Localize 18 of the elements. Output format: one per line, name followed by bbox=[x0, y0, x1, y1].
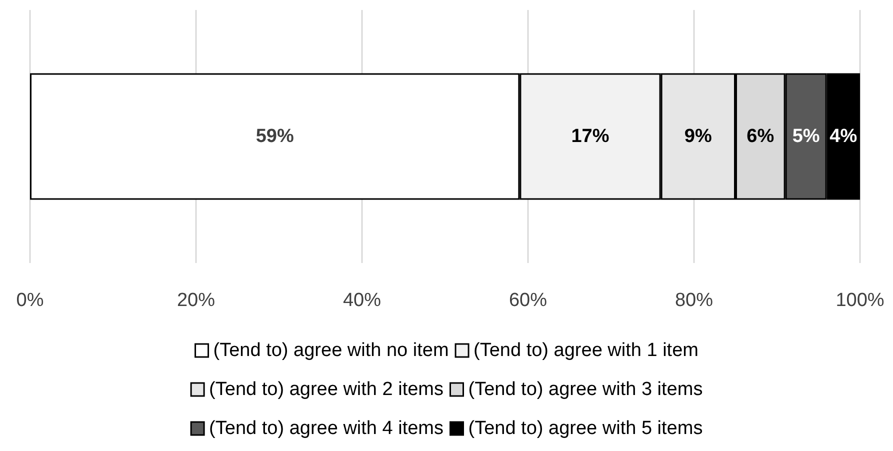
x-tick-label: 20% bbox=[176, 290, 216, 311]
data-label: 59% bbox=[256, 126, 294, 147]
x-tick-label: 60% bbox=[508, 290, 548, 311]
x-tick-label: 80% bbox=[674, 290, 714, 311]
x-tick-label: 100% bbox=[836, 290, 884, 311]
legend-label: (Tend to) agree with 5 items bbox=[468, 418, 703, 439]
legend-label: (Tend to) agree with 3 items bbox=[468, 379, 703, 400]
legend-label: (Tend to) agree with no item bbox=[213, 340, 449, 361]
legend-label: (Tend to) agree with 4 items bbox=[209, 418, 444, 439]
legend-label: (Tend to) agree with 2 items bbox=[209, 379, 444, 400]
data-label: 9% bbox=[684, 126, 712, 147]
data-label: 17% bbox=[571, 126, 610, 147]
data-label: 5% bbox=[792, 126, 820, 147]
data-label: 4% bbox=[830, 126, 858, 147]
x-tick-label: 0% bbox=[16, 290, 44, 311]
legend-label: (Tend to) agree with 1 item bbox=[474, 340, 698, 361]
data-label: 6% bbox=[746, 126, 774, 147]
x-tick-label: 40% bbox=[342, 290, 382, 311]
